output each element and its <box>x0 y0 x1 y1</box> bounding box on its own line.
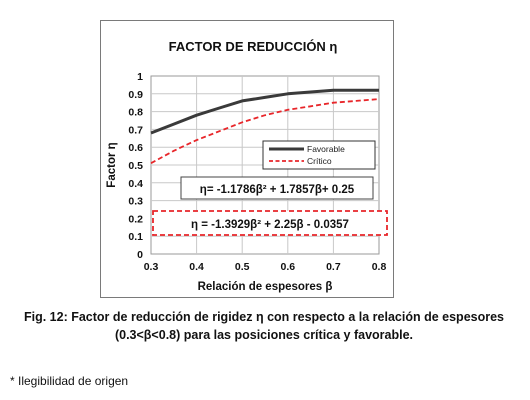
y-tick-label: 0.6 <box>128 142 143 154</box>
y-tick-label: 0.9 <box>128 89 143 101</box>
x-tick-label: 0.6 <box>280 261 295 273</box>
y-tick-label: 0.5 <box>128 160 143 172</box>
y-axis-label: Factor η <box>106 142 118 187</box>
equation-critico-text: η = -1.3929β² + 2.25β - 0.0357 <box>191 219 349 231</box>
y-tick-labels: 0 0.1 0.2 0.3 0.4 0.5 0.6 0.7 0.8 0.9 1 <box>128 71 143 261</box>
y-tick-label: 0.8 <box>128 107 143 119</box>
caption-line-2: (0.3<β<0.8) para las posiciones crítica … <box>114 328 414 342</box>
equation-favorable-text: η= -1.1786β² + 1.7857β+ 0.25 <box>200 184 355 196</box>
x-tick-label: 0.4 <box>189 261 204 273</box>
figure-caption: Fig. 12: Factor de reducción de rigidez … <box>8 308 520 344</box>
y-tick-label: 1 <box>137 71 143 83</box>
x-tick-label: 0.5 <box>235 261 250 273</box>
caption-line-1: Fig. 12: Factor de reducción de rigidez … <box>23 310 504 324</box>
equation-favorable: η= -1.1786β² + 1.7857β+ 0.25 <box>180 176 374 200</box>
equation-critico: η = -1.3929β² + 2.25β - 0.0357 <box>152 210 388 236</box>
x-tick-label: 0.3 <box>144 261 159 273</box>
legend-label-favorable: Favorable <box>307 144 345 154</box>
footnote: * Ilegibilidad de origen <box>10 374 129 388</box>
equation-favorable-box <box>180 176 374 200</box>
series-layer <box>150 88 380 164</box>
y-tick-label: 0 <box>137 249 143 261</box>
legend-box <box>262 140 376 170</box>
y-tick-label: 0.4 <box>128 178 143 190</box>
chart-frame: FACTOR DE REDUCCIÓN η 0 0.1 0.2 0.3 0.4 0.5 0.… <box>100 20 394 298</box>
chart: FACTOR DE REDUCCIÓN η 00.10.20.30.40.50.… <box>106 39 388 293</box>
equation-critico-box <box>152 210 388 236</box>
legend: Favorable Crítico <box>262 140 376 170</box>
chart-title: FACTOR DE REDUCCIÓN η <box>169 39 338 54</box>
x-tick-labels: 0.3 0.4 0.5 0.6 0.7 0.8 <box>144 261 387 273</box>
x-tick-label: 0.8 <box>372 261 387 273</box>
y-tick-label: 0.2 <box>128 213 143 225</box>
legend-label-critico: Crítico <box>307 156 332 166</box>
series-line-favorable <box>150 88 379 135</box>
series-line-critico <box>150 98 380 164</box>
x-axis-label: Relación de espesores β <box>198 281 333 293</box>
y-tick-label: 0.3 <box>128 196 143 208</box>
y-tick-label: 0.7 <box>128 124 143 136</box>
x-tick-label: 0.7 <box>326 261 341 273</box>
y-tick-label: 0.1 <box>128 231 143 243</box>
